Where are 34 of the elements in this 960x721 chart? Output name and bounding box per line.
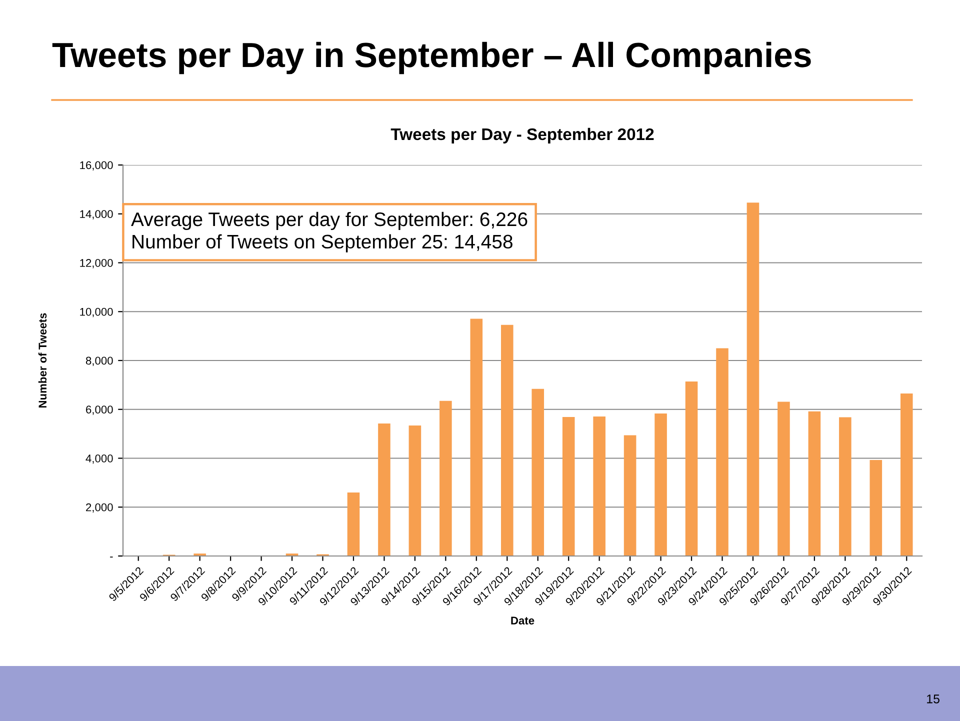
bar [685, 382, 698, 556]
bar [408, 426, 422, 556]
y-tick-label: 16,000 [80, 161, 113, 170]
bar [900, 393, 913, 556]
bar [440, 400, 452, 556]
y-tick-label: 12,000 [80, 259, 113, 268]
bar [347, 492, 360, 556]
bar [839, 417, 852, 556]
x-axis-title: Date [511, 616, 534, 624]
bar [593, 416, 606, 556]
bar [716, 348, 728, 556]
bar [746, 202, 760, 556]
chart-title: Tweets per Day in September – All Companies [52, 42, 811, 74]
y-tick-label: 6,000 [86, 406, 113, 415]
bar [378, 424, 390, 556]
bar [562, 416, 575, 556]
text: 15 [927, 694, 940, 704]
bar [870, 460, 882, 556]
y-tick-label: 4,000 [86, 454, 113, 464]
bar [500, 324, 514, 556]
chart-subtitle: Tweets per Day - September 2012 [390, 128, 654, 144]
y-tick-label: 8,000 [86, 356, 113, 366]
bar [532, 388, 544, 556]
bar [624, 435, 636, 556]
bar [470, 318, 483, 556]
y-tick-label: 2,000 [86, 503, 113, 513]
bar [654, 414, 667, 556]
bar [778, 402, 790, 556]
bar [808, 411, 821, 556]
y-axis-title: Number of Tweets [38, 313, 47, 408]
y-tick-label: - [110, 556, 113, 558]
annotation: Average Tweets per day for September: 6,226 Number of Tweets on September 25: 14,458 [131, 212, 528, 252]
y-tick-label: 10,000 [80, 308, 113, 318]
y-tick-label: 14,000 [80, 210, 113, 220]
